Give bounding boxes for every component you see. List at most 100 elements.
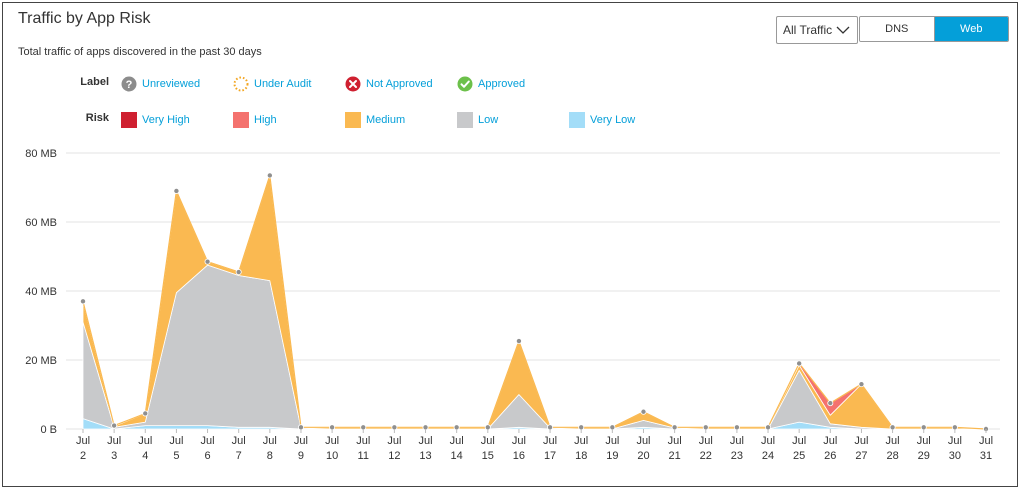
- risk-legend-heading: Risk: [85, 112, 109, 124]
- very-low-swatch: [569, 112, 585, 128]
- x-tick-day: 29: [918, 450, 930, 462]
- x-tick-month: Jul: [636, 435, 650, 447]
- x-tick-month: Jul: [107, 435, 121, 447]
- x-tick-month: Jul: [823, 435, 837, 447]
- legend-label-approved: Approved: [478, 78, 526, 90]
- x-tick-month: Jul: [948, 435, 962, 447]
- x-tick-day: 3: [111, 450, 117, 462]
- legend-item-very-high[interactable]: Very High: [121, 112, 190, 128]
- legend-item-unreviewed[interactable]: ? Unreviewed: [121, 76, 200, 92]
- check-circle-icon: [457, 76, 473, 92]
- high-swatch: [233, 112, 249, 128]
- data-point: [640, 408, 647, 415]
- x-tick-day: 23: [731, 450, 743, 462]
- very-high-swatch: [121, 112, 137, 128]
- x-tick-day: 28: [886, 450, 898, 462]
- x-tick-month: Jul: [917, 435, 931, 447]
- x-tick-month: Jul: [574, 435, 588, 447]
- label-legend-heading: Label: [80, 76, 109, 88]
- x-tick-day: 21: [668, 450, 680, 462]
- data-point: [173, 187, 180, 194]
- x-tick-month: Jul: [450, 435, 464, 447]
- x-tick-month: Jul: [792, 435, 806, 447]
- x-tick-month: Jul: [418, 435, 432, 447]
- x-tick-month: Jul: [730, 435, 744, 447]
- x-tick-month: Jul: [761, 435, 775, 447]
- legend-label-not-approved: Not Approved: [366, 78, 433, 90]
- x-tick-month: Jul: [325, 435, 339, 447]
- x-tick-day: 20: [637, 450, 649, 462]
- legend-item-approved[interactable]: Approved: [457, 76, 525, 92]
- x-tick-month: Jul: [886, 435, 900, 447]
- x-tick-month: Jul: [699, 435, 713, 447]
- data-point: [796, 360, 803, 367]
- x-tick-day: 16: [513, 450, 525, 462]
- x-tick-day: 13: [419, 450, 431, 462]
- y-tick-label: 0 B: [40, 424, 57, 436]
- question-circle-icon: ?: [121, 76, 137, 92]
- legend-item-under-audit[interactable]: Under Audit: [233, 76, 311, 92]
- x-tick-day: 19: [606, 450, 618, 462]
- x-tick-month: Jul: [543, 435, 557, 447]
- x-tick-day: 17: [544, 450, 556, 462]
- y-tick-label: 60 MB: [25, 217, 57, 229]
- legend-label-under-audit: Under Audit: [254, 78, 312, 90]
- x-tick-day: 30: [949, 450, 961, 462]
- tab-web[interactable]: Web: [934, 17, 1008, 41]
- x-tick-month: Jul: [605, 435, 619, 447]
- x-tick-month: Jul: [76, 435, 90, 447]
- legend-risk-low: Low: [478, 114, 499, 126]
- x-tick-day: 14: [451, 450, 463, 462]
- x-tick-day: 31: [980, 450, 992, 462]
- legend-risk-high: High: [254, 114, 277, 126]
- x-tick-month: Jul: [263, 435, 277, 447]
- x-tick-day: 11: [358, 450, 369, 462]
- x-tick-day: 18: [575, 450, 587, 462]
- x-circle-icon: [345, 76, 361, 92]
- tab-dns[interactable]: DNS: [860, 17, 935, 41]
- x-tick-day: 4: [142, 450, 148, 462]
- x-tick-month: Jul: [201, 435, 215, 447]
- risk-legend: Risk Very High High Medium Low Very Low: [0, 112, 1024, 130]
- traffic-filter-select[interactable]: All Traffic: [776, 16, 858, 44]
- label-legend: Label ? Unreviewed Under Audit Not Appro…: [0, 76, 1024, 94]
- data-point: [858, 381, 865, 388]
- legend-risk-very-low: Very Low: [590, 114, 636, 126]
- data-point: [204, 258, 211, 265]
- x-tick-day: 6: [204, 450, 210, 462]
- x-tick-day: 27: [855, 450, 867, 462]
- x-tick-day: 2: [80, 450, 86, 462]
- legend-item-not-approved[interactable]: Not Approved: [345, 76, 433, 92]
- x-tick-day: 10: [326, 450, 338, 462]
- page-title: Traffic by App Risk: [18, 10, 151, 27]
- source-toggle: DNS Web: [859, 16, 1009, 42]
- x-tick-day: 12: [388, 450, 400, 462]
- x-tick-month: Jul: [356, 435, 370, 447]
- legend-item-high[interactable]: High: [233, 112, 277, 128]
- data-point: [827, 400, 834, 407]
- data-point: [235, 269, 242, 276]
- low-swatch: [457, 112, 473, 128]
- legend-item-low[interactable]: Low: [457, 112, 498, 128]
- legend-risk-very-high: Very High: [142, 114, 190, 126]
- total-line: [82, 175, 987, 430]
- x-tick-day: 15: [482, 450, 494, 462]
- medium-swatch: [345, 112, 361, 128]
- x-tick-day: 26: [824, 450, 836, 462]
- x-tick-month: Jul: [138, 435, 152, 447]
- x-tick-month: Jul: [854, 435, 868, 447]
- traffic-filter-value: All Traffic: [783, 23, 833, 37]
- chart-subtitle: Total traffic of apps discovered in the …: [18, 46, 262, 58]
- x-tick-month: Jul: [668, 435, 682, 447]
- legend-item-very-low[interactable]: Very Low: [569, 112, 635, 128]
- legend-item-medium[interactable]: Medium: [345, 112, 405, 128]
- x-tick-day: 25: [793, 450, 805, 462]
- data-point: [266, 172, 273, 179]
- legend-label-unreviewed: Unreviewed: [142, 78, 201, 90]
- x-tick-month: Jul: [979, 435, 993, 447]
- svg-text:?: ?: [126, 79, 133, 91]
- x-tick-month: Jul: [512, 435, 526, 447]
- x-tick-month: Jul: [481, 435, 495, 447]
- x-tick-day: 5: [173, 450, 179, 462]
